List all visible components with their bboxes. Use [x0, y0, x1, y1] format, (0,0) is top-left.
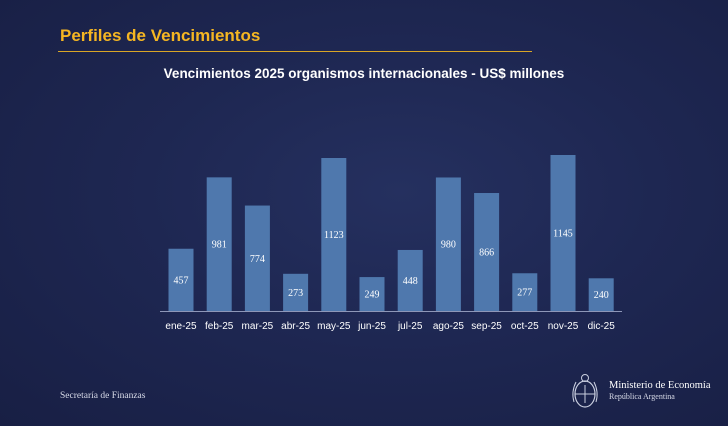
data-label-oct-25: 277: [517, 288, 532, 299]
data-label-ene-25: 457: [174, 275, 189, 286]
x-tick-label-oct-25: oct-25: [511, 321, 539, 332]
data-label-dic-25: 240: [594, 290, 609, 301]
bar-oct-25: [512, 273, 538, 311]
bar-feb-25: [206, 177, 232, 311]
data-label-may-25: 1123: [324, 230, 344, 241]
x-tick-label-jun-25: jun-25: [357, 321, 386, 332]
bar-sep-25: [474, 193, 500, 311]
bar-abr-25: [283, 273, 309, 311]
x-tick-label-may-25: may-25: [317, 321, 351, 332]
data-label-jul-25: 448: [403, 276, 418, 287]
bar-jun-25: [359, 277, 385, 311]
data-label-abr-25: 273: [288, 288, 303, 299]
x-tick-label-feb-25: feb-25: [205, 321, 234, 332]
x-tick-label-nov-25: nov-25: [548, 321, 579, 332]
ministry-subtitle: República Argentina: [609, 392, 675, 401]
bar-mar-25: [244, 205, 270, 311]
data-label-nov-25: 1145: [553, 229, 573, 240]
section-title: Perfiles de Vencimientos: [60, 26, 261, 45]
footer-department: Secretaría de Finanzas: [60, 391, 146, 401]
ministry-name: Ministerio de Economía: [609, 380, 711, 391]
data-label-sep-25: 866: [479, 248, 494, 259]
data-label-mar-25: 774: [250, 254, 265, 265]
data-label-ago-25: 980: [441, 240, 456, 251]
x-tick-label-ago-25: ago-25: [433, 321, 465, 332]
x-tick-label-abr-25: abr-25: [281, 321, 310, 332]
data-label-feb-25: 981: [212, 240, 227, 251]
x-tick-label-sep-25: sep-25: [471, 321, 502, 332]
bar-dic-25: [588, 278, 614, 311]
bar-ago-25: [435, 177, 461, 311]
x-tick-label-jul-25: jul-25: [397, 321, 423, 332]
chart-title: Vencimientos 2025 organismos internacion…: [163, 66, 565, 81]
bar-ene-25: [168, 248, 194, 311]
x-tick-label-ene-25: ene-25: [165, 321, 197, 332]
title-divider: [58, 51, 532, 52]
bar-jul-25: [397, 249, 423, 311]
argentina-coat-of-arms-icon: [572, 374, 598, 408]
x-tick-label-dic-25: dic-25: [588, 321, 616, 332]
bar-nov-25: [550, 155, 576, 311]
x-tick-label-mar-25: mar-25: [242, 321, 274, 332]
bar-may-25: [321, 157, 347, 311]
data-label-jun-25: 249: [365, 290, 380, 301]
